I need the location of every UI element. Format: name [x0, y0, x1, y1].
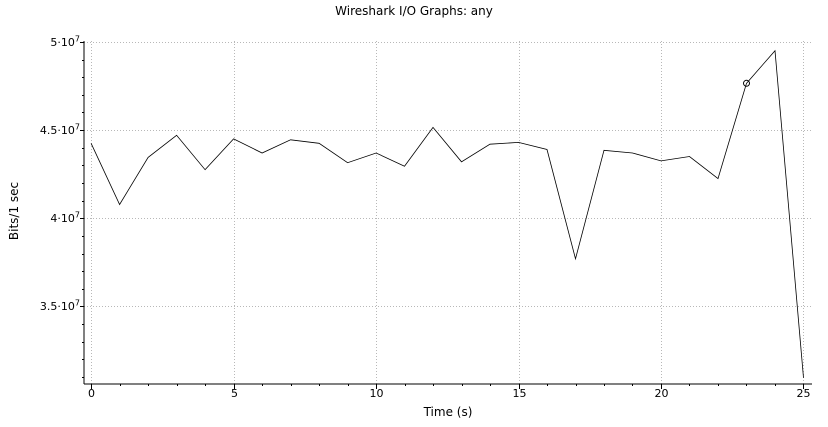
series-line	[90, 49, 804, 378]
y-tick-exponent: 7	[74, 33, 80, 43]
y-tick-label: 4.5·107	[39, 121, 80, 138]
y-tick-mantissa: 4	[50, 211, 58, 225]
y-tick-base: 10	[60, 35, 75, 49]
selected-point-marker[interactable]	[743, 79, 750, 87]
y-tick-times-dot: ·	[57, 35, 61, 49]
x-tick-label: 20	[654, 387, 669, 400]
x-axis-title: Time (s)	[423, 405, 473, 419]
marker-layer	[743, 79, 750, 87]
y-tick-times-dot: ·	[57, 211, 61, 225]
tick-marks	[80, 42, 804, 389]
y-tick-base: 10	[60, 299, 75, 313]
y-tick-label: 3.5·107	[39, 297, 80, 314]
y-tick-base: 10	[60, 211, 75, 225]
y-tick-times-dot: ·	[57, 299, 61, 313]
y-tick-mantissa: 5	[50, 35, 58, 49]
x-tick-label: 5	[231, 387, 238, 400]
y-tick-mantissa: 4.5	[39, 123, 58, 137]
x-tick-label: 25	[796, 387, 811, 400]
y-tick-exponent: 7	[74, 297, 80, 307]
grid-lines	[84, 41, 812, 384]
y-tick-exponent: 7	[74, 121, 80, 131]
y-tick-label: 4·107	[50, 209, 80, 226]
y-tick-times-dot: ·	[57, 123, 61, 137]
x-tick-label: 0	[88, 387, 95, 400]
x-tick-label: 10	[369, 387, 384, 400]
y-tick-label: 5·107	[50, 33, 80, 50]
y-tick-mantissa: 3.5	[39, 299, 58, 313]
y-tick-base: 10	[60, 123, 75, 137]
graph-title: Wireshark I/O Graphs: any	[335, 4, 493, 18]
y-tick-exponent: 7	[74, 209, 80, 219]
x-tick-label: 15	[512, 387, 527, 400]
y-axis-title: Bits/1 sec	[7, 181, 21, 241]
axes	[83, 41, 812, 385]
series-layer	[90, 49, 804, 378]
